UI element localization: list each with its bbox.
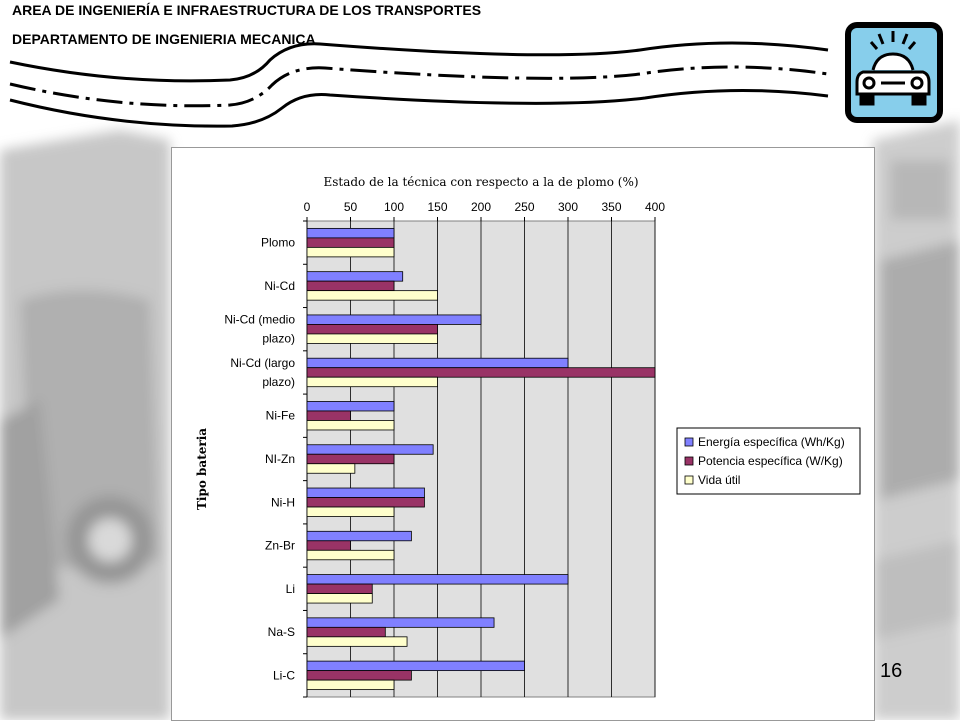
header-line-2: DEPARTAMENTO DE INGENIERIA MECANICA — [12, 31, 316, 47]
x-tick-label: 50 — [344, 200, 358, 214]
category-label: plazo) — [262, 332, 295, 346]
category-label: Ni-Fe — [266, 409, 296, 423]
x-tick-label: 400 — [645, 200, 665, 214]
battery-bar-chart: 0 50 100 150 200 250 300 350 400 Estado de la téc… — [195, 175, 861, 698]
bar — [306, 280, 395, 292]
category-label: Li-C — [273, 668, 295, 682]
header-line-1: AREA DE INGENIERÍA E INFRAESTRUCTURA DE … — [12, 2, 482, 18]
legend-label: Energía específica (Wh/Kg) — [698, 435, 845, 449]
bar — [306, 636, 408, 647]
bar — [306, 290, 438, 301]
bar — [306, 420, 395, 431]
bar — [306, 679, 395, 691]
bar — [306, 530, 412, 542]
category-label: plazo) — [262, 375, 295, 389]
bar — [306, 401, 395, 412]
bar — [306, 314, 482, 325]
bar — [306, 271, 404, 282]
page-number: 16 — [880, 660, 903, 682]
bar — [306, 453, 395, 465]
road-decoration — [9, 41, 829, 128]
bar — [306, 357, 569, 369]
x-tick-label: 100 — [384, 200, 404, 214]
bar — [306, 333, 438, 344]
category-label: Ni-Cd (medio — [224, 313, 295, 327]
legend — [676, 427, 861, 495]
legend-label: Potencia específica (W/Kg) — [698, 454, 843, 468]
y-axis-label: Tipo bateria — [195, 428, 209, 510]
legend-swatch — [684, 475, 694, 485]
x-tick-label: 150 — [427, 200, 447, 214]
x-tick-label: 200 — [471, 200, 491, 214]
legend-swatch — [684, 437, 694, 447]
bar — [306, 617, 495, 628]
bar — [306, 376, 438, 388]
bar — [306, 506, 395, 517]
bar — [306, 670, 412, 681]
bar — [306, 246, 395, 258]
category-label: Zn-Br — [265, 539, 295, 553]
car-logo — [845, 22, 943, 123]
x-tick-label: 350 — [601, 200, 621, 214]
legend-swatch — [684, 456, 694, 466]
bar — [306, 549, 395, 561]
bar — [306, 324, 438, 335]
bar — [306, 497, 425, 508]
bar — [306, 574, 569, 585]
bar — [306, 367, 656, 378]
chart-container: 0 50 100 150 200 250 300 350 400 Estado de la téc… — [171, 147, 875, 721]
bar — [306, 593, 373, 604]
category-label: Li — [286, 582, 295, 596]
category-label: Ni-Cd (largo — [230, 356, 295, 370]
x-tick-label: 0 — [304, 200, 311, 214]
category-label: Ni-H — [271, 495, 295, 509]
bar — [306, 626, 386, 638]
bar — [306, 583, 373, 594]
bar — [306, 660, 525, 672]
legend-label: Vida útil — [698, 473, 740, 487]
bar — [306, 237, 395, 248]
bar — [306, 487, 425, 498]
x-tick-label: 300 — [558, 200, 578, 214]
bar — [306, 540, 351, 551]
chart-title: Estado de la técnica con respecto a la d… — [323, 175, 638, 189]
bar — [306, 463, 356, 474]
category-label: Ni-Cd — [264, 279, 295, 293]
category-label: Plomo — [261, 236, 295, 250]
category-label: NI-Zn — [265, 452, 295, 466]
bar — [306, 444, 434, 455]
car-icon — [855, 31, 931, 106]
category-label: Na-S — [268, 625, 295, 639]
x-tick-label: 250 — [514, 200, 534, 214]
bar — [306, 410, 351, 421]
bar — [306, 227, 395, 239]
